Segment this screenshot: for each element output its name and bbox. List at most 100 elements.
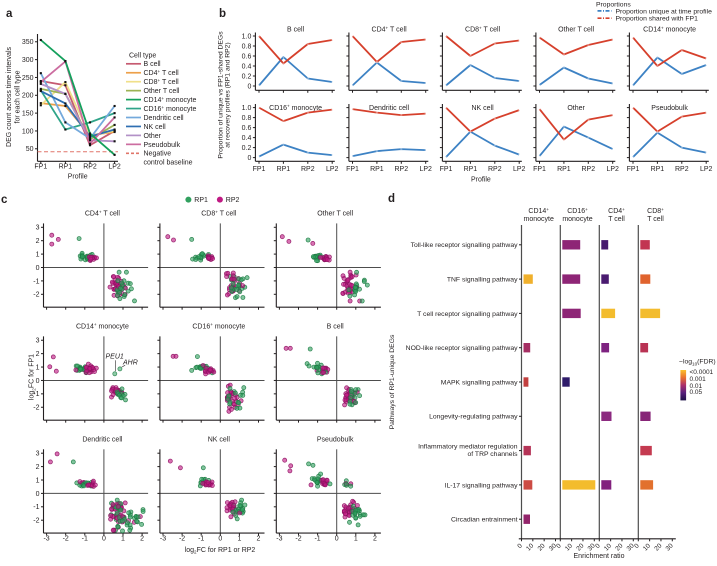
svg-text:LP2: LP2: [606, 166, 619, 173]
svg-text:Dendritic cell: Dendritic cell: [82, 436, 123, 443]
svg-text:1: 1: [36, 364, 40, 371]
svg-text:Pseudobulk: Pseudobulk: [651, 105, 688, 112]
svg-text:Dendritic cell: Dendritic cell: [144, 115, 185, 122]
svg-text:a: a: [6, 8, 13, 20]
svg-text:-2: -2: [295, 536, 301, 543]
svg-text:Pathways of RP1-unique DEGs: Pathways of RP1-unique DEGs: [389, 334, 396, 429]
svg-text:at recovery profiles (RP1 and: at recovery profiles (RP1 and RP2): [225, 42, 232, 147]
svg-text:0: 0: [247, 83, 251, 90]
svg-text:1: 1: [36, 252, 40, 259]
svg-text:0: 0: [36, 491, 40, 498]
svg-text:100: 100: [22, 128, 34, 135]
svg-text:FP1: FP1: [627, 166, 640, 173]
svg-text:Cell type: Cell type: [129, 53, 156, 60]
svg-text:150: 150: [22, 111, 34, 118]
svg-text:CD14+ monocyte: CD14+ monocyte: [643, 26, 696, 34]
svg-text:300: 300: [22, 57, 34, 64]
svg-text:-2: -2: [33, 292, 39, 299]
svg-text:CD14+ monocyte: CD14+ monocyte: [144, 96, 197, 104]
svg-text:3: 3: [36, 338, 40, 345]
svg-text:LP2: LP2: [326, 166, 339, 173]
svg-text:0: 0: [36, 378, 40, 385]
svg-text:CD4+ T cell: CD4+ T cell: [85, 209, 121, 217]
svg-text:Other T cell: Other T cell: [558, 27, 594, 34]
svg-text:RP1: RP1: [194, 197, 208, 204]
svg-text:Proportion unique at time prof: Proportion unique at time profile: [616, 8, 713, 15]
svg-text:CD4+ T cell: CD4+ T cell: [144, 69, 180, 77]
svg-text:2: 2: [36, 351, 40, 358]
svg-text:RP1: RP1: [651, 166, 665, 173]
svg-text:CD14+ monocyte: CD14+ monocyte: [76, 322, 129, 330]
svg-text:NK cell: NK cell: [472, 105, 495, 112]
svg-text:1.0: 1.0: [242, 105, 252, 112]
svg-text:LP2: LP2: [513, 166, 526, 173]
svg-text:1: 1: [354, 536, 358, 543]
svg-text:FP1: FP1: [440, 166, 453, 173]
svg-text:log2FC for FP1: log2FC for FP1: [29, 354, 37, 400]
svg-text:-1: -1: [33, 278, 39, 285]
svg-text:Pseudobulk: Pseudobulk: [144, 142, 181, 149]
svg-text:b: b: [219, 8, 226, 20]
svg-text:FP1: FP1: [253, 166, 266, 173]
svg-text:CD14+: CD14+: [528, 207, 549, 215]
svg-text:0.8: 0.8: [242, 115, 252, 122]
svg-text:2: 2: [140, 536, 144, 543]
svg-text:-1: -1: [82, 536, 88, 543]
svg-text:T cell: T cell: [608, 216, 625, 223]
svg-text:RP2: RP2: [226, 197, 240, 204]
svg-text:Profile: Profile: [68, 174, 88, 181]
svg-text:Toll-like receptor signalling: Toll-like receptor signalling pathway: [411, 242, 519, 249]
svg-text:Proportion of unique vs FP1-sh: Proportion of unique vs FP1-shared DEGs: [218, 31, 225, 159]
svg-text:RP2: RP2: [301, 166, 315, 173]
svg-text:1: 1: [36, 477, 40, 484]
svg-text:0: 0: [218, 536, 222, 543]
svg-text:monocyte: monocyte: [524, 216, 554, 223]
svg-text:RP2: RP2: [581, 166, 595, 173]
svg-text:Longevity-regulating pathway: Longevity-regulating pathway: [429, 414, 518, 421]
svg-text:RP2: RP2: [83, 163, 97, 170]
svg-text:DEG count across time interval: DEG count across time intervals: [6, 47, 13, 147]
svg-text:50: 50: [26, 146, 34, 153]
svg-text:0.2: 0.2: [242, 145, 252, 152]
svg-text:CD16+ monocyte: CD16+ monocyte: [192, 322, 245, 330]
svg-text:Other: Other: [144, 133, 162, 140]
svg-text:Proportion shared with FP1: Proportion shared with FP1: [616, 16, 699, 23]
svg-text:d: d: [388, 193, 395, 205]
svg-text:CD16+ monocyte: CD16+ monocyte: [144, 105, 197, 113]
svg-text:1: 1: [121, 536, 125, 543]
svg-text:monocyte: monocyte: [562, 216, 592, 223]
svg-text:Pseudobulk: Pseudobulk: [317, 436, 354, 443]
svg-text:0.4: 0.4: [242, 63, 252, 70]
svg-text:2: 2: [36, 464, 40, 471]
svg-text:FP1: FP1: [533, 166, 546, 173]
svg-text:350: 350: [22, 39, 34, 46]
svg-text:for each cell type: for each cell type: [15, 70, 22, 123]
svg-text:B cell: B cell: [144, 61, 162, 68]
svg-text:NOD-like receptor signalling p: NOD-like receptor signalling pathway: [406, 345, 518, 352]
svg-text:LP2: LP2: [419, 166, 432, 173]
svg-text:control baseline: control baseline: [144, 159, 193, 166]
svg-text:TNF signalling pathway: TNF signalling pathway: [447, 277, 518, 284]
svg-text:FP1: FP1: [346, 166, 359, 173]
svg-text:2: 2: [257, 536, 261, 543]
svg-text:RP1: RP1: [277, 166, 291, 173]
svg-text:3: 3: [36, 225, 40, 232]
svg-text:0.6: 0.6: [242, 53, 252, 60]
svg-text:0.6: 0.6: [242, 125, 252, 132]
svg-text:LP2: LP2: [700, 166, 713, 173]
svg-text:MAPK signalling pathway: MAPK signalling pathway: [441, 379, 518, 386]
svg-text:RP1: RP1: [370, 166, 384, 173]
svg-text:0: 0: [247, 155, 251, 162]
svg-text:250: 250: [22, 75, 34, 82]
svg-text:2: 2: [36, 238, 40, 245]
svg-text:CD8+ T cell: CD8+ T cell: [201, 209, 237, 217]
svg-text:Enrichment ratio: Enrichment ratio: [574, 553, 625, 560]
svg-text:-1: -1: [314, 536, 320, 543]
svg-text:Circadian entrainment: Circadian entrainment: [451, 517, 518, 524]
svg-text:Other T cell: Other T cell: [144, 88, 180, 95]
svg-text:Other T cell: Other T cell: [317, 211, 353, 218]
svg-text:RP2: RP2: [488, 166, 502, 173]
svg-text:NK cell: NK cell: [208, 436, 231, 443]
svg-text:RP1: RP1: [464, 166, 478, 173]
svg-text:1.0: 1.0: [242, 33, 252, 40]
